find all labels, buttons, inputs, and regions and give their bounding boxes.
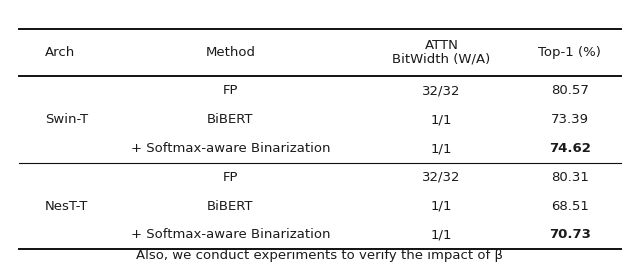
Text: BitWidth (W/A): BitWidth (W/A) [392,52,491,66]
Text: FP: FP [223,171,238,184]
Text: 68.51: 68.51 [550,200,589,212]
Text: 1/1: 1/1 [431,228,452,241]
Text: + Softmax-aware Binarization: + Softmax-aware Binarization [131,142,330,155]
Text: 73.39: 73.39 [550,113,589,126]
Text: 74.62: 74.62 [548,142,591,155]
Text: 80.31: 80.31 [550,171,589,184]
Text: Top-1 (%): Top-1 (%) [538,46,601,59]
Text: BiBERT: BiBERT [207,200,253,212]
Text: NesT-T: NesT-T [45,200,88,212]
Text: Arch: Arch [45,46,75,59]
Text: 70.73: 70.73 [548,228,591,241]
Text: 1/1: 1/1 [431,142,452,155]
Text: 32/32: 32/32 [422,84,461,97]
Text: 1/1: 1/1 [431,200,452,212]
Text: Swin-T: Swin-T [45,113,88,126]
Text: 80.57: 80.57 [550,84,589,97]
Text: + Softmax-aware Binarization: + Softmax-aware Binarization [131,228,330,241]
Text: BiBERT: BiBERT [207,113,253,126]
Text: Method: Method [205,46,255,59]
Text: Also, we conduct experiments to verify the impact of β: Also, we conduct experiments to verify t… [136,249,504,261]
Text: 32/32: 32/32 [422,171,461,184]
Text: FP: FP [223,84,238,97]
Text: 1/1: 1/1 [431,113,452,126]
Text: ATTN: ATTN [425,39,458,52]
